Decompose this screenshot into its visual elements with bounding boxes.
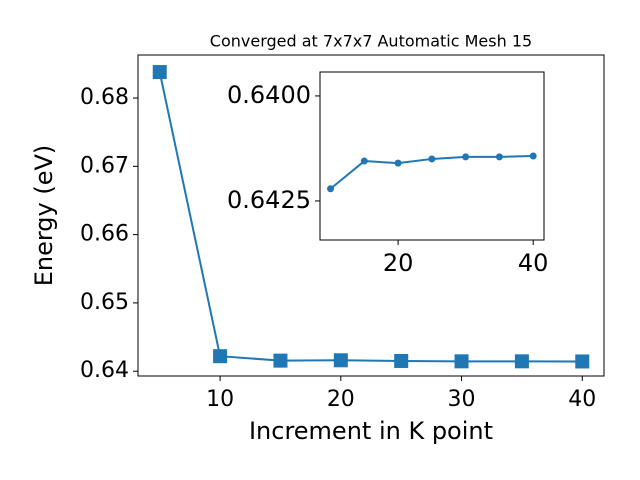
y-tick-label: 0.66 bbox=[80, 222, 129, 247]
y-tick-label: 0.64 bbox=[80, 358, 129, 383]
marker bbox=[152, 65, 167, 80]
y-tick-label: 0.65 bbox=[80, 290, 129, 315]
marker bbox=[327, 185, 335, 193]
x-tick-label: 10 bbox=[206, 387, 234, 412]
y-tick-label: 0.68 bbox=[80, 85, 129, 110]
marker bbox=[462, 153, 470, 161]
marker bbox=[213, 349, 228, 364]
marker bbox=[394, 353, 409, 368]
y-tick-label: 0.67 bbox=[80, 153, 129, 178]
x-tick-label: 20 bbox=[383, 249, 414, 277]
marker bbox=[529, 152, 537, 160]
y-axis-label: Energy (eV) bbox=[30, 145, 58, 287]
marker bbox=[333, 353, 348, 368]
chart-title: Converged at 7x7x7 Automatic Mesh 15 bbox=[210, 32, 532, 51]
marker bbox=[514, 354, 529, 369]
marker bbox=[360, 157, 368, 165]
marker bbox=[394, 159, 402, 167]
marker bbox=[273, 353, 288, 368]
x-tick-label: 40 bbox=[568, 387, 596, 412]
x-tick-label: 20 bbox=[327, 387, 355, 412]
x-tick-label: 40 bbox=[518, 249, 549, 277]
x-tick-label: 30 bbox=[448, 387, 476, 412]
data-line bbox=[158, 71, 583, 363]
y-tick-label: 0.6425 bbox=[227, 186, 311, 214]
y-tick-label: 0.6400 bbox=[227, 81, 311, 109]
marker bbox=[575, 354, 590, 369]
x-axis-label: Increment in K point bbox=[249, 417, 493, 445]
marker bbox=[495, 153, 503, 161]
marker bbox=[454, 354, 469, 369]
marker bbox=[428, 155, 436, 163]
